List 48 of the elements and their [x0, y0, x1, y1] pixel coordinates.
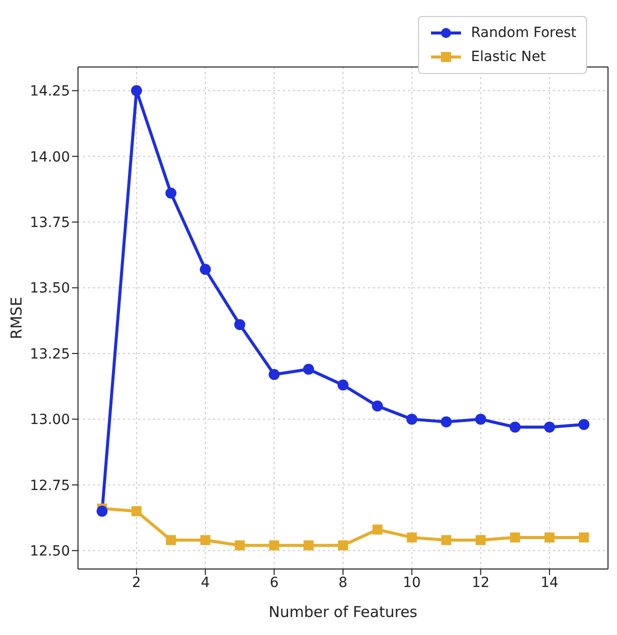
- point: [372, 524, 382, 535]
- point: [475, 414, 486, 425]
- x-tick-label: 10: [402, 574, 421, 591]
- point: [578, 532, 589, 542]
- point: [303, 364, 314, 375]
- point: [131, 85, 142, 96]
- point: [132, 506, 142, 516]
- legend-label: Random Forest: [471, 24, 576, 43]
- point: [578, 418, 590, 430]
- x-tick-label: 4: [200, 574, 210, 591]
- legend-label: Elastic Net: [471, 48, 546, 67]
- x-axis-title: Number of Features: [268, 603, 418, 621]
- point: [544, 422, 555, 433]
- point: [200, 535, 210, 546]
- point: [166, 535, 176, 546]
- y-tick-label: 14.00: [30, 149, 70, 166]
- point: [268, 369, 280, 380]
- x-tick-label: 14: [540, 574, 558, 591]
- point: [406, 532, 417, 542]
- point: [200, 264, 211, 275]
- y-axis-title: RMSE: [7, 296, 26, 340]
- y-tick-label: 12.75: [30, 478, 70, 494]
- point: [234, 319, 246, 330]
- x-tick-label: 2: [132, 574, 141, 591]
- point: [510, 532, 520, 542]
- y-tick-label: 13.00: [30, 412, 70, 428]
- x-tick-label: 8: [338, 574, 348, 591]
- point: [338, 380, 348, 391]
- point: [304, 540, 314, 550]
- y-tick-label: 12.50: [30, 544, 70, 560]
- point: [269, 540, 280, 550]
- point: [96, 506, 108, 517]
- y-tick-label: 14.25: [30, 84, 70, 100]
- point: [510, 422, 521, 433]
- x-tick-label: 6: [270, 574, 279, 591]
- y-tick-label: 13.50: [30, 280, 70, 297]
- point: [406, 414, 418, 425]
- point: [441, 535, 452, 546]
- point: [372, 400, 383, 412]
- point: [338, 540, 348, 550]
- point: [234, 540, 245, 550]
- y-tick-label: 13.75: [30, 215, 70, 232]
- point: [544, 532, 554, 542]
- point: [476, 535, 486, 546]
- point: [440, 416, 452, 428]
- y-tick-label: 13.25: [30, 346, 70, 362]
- x-tick-label: 12: [472, 574, 490, 591]
- point: [165, 188, 176, 199]
